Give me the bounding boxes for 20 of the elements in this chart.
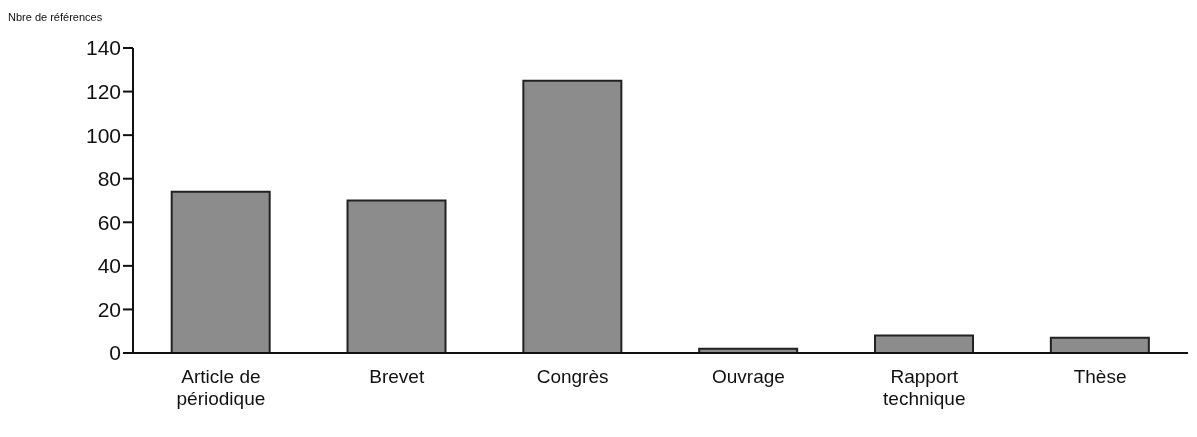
y-axis-title: Nbre de références [8,11,103,23]
y-tick-label: 140 [85,36,121,60]
x-tick-label: Ouvrage [711,366,785,387]
y-tick-label: 80 [97,167,121,191]
bar [170,190,271,353]
y-tick-label: 40 [97,254,121,278]
x-tick-label: Congrès [536,366,609,387]
bar [874,334,975,353]
x-tick-label: Article de périodique [176,366,266,409]
y-tick-label: 60 [97,210,121,234]
y-tick-label: 0 [109,341,121,365]
x-tick-label: Brevet [369,366,425,387]
x-tick-label: Rapport technique [883,366,966,409]
y-tick-label: 100 [85,123,121,147]
bar [346,199,447,353]
y-tick-label: 20 [97,297,121,321]
bar [522,79,623,353]
bar [1049,336,1150,353]
y-tick-label: 120 [85,80,121,104]
x-tick-label: Thèse [1073,366,1127,387]
